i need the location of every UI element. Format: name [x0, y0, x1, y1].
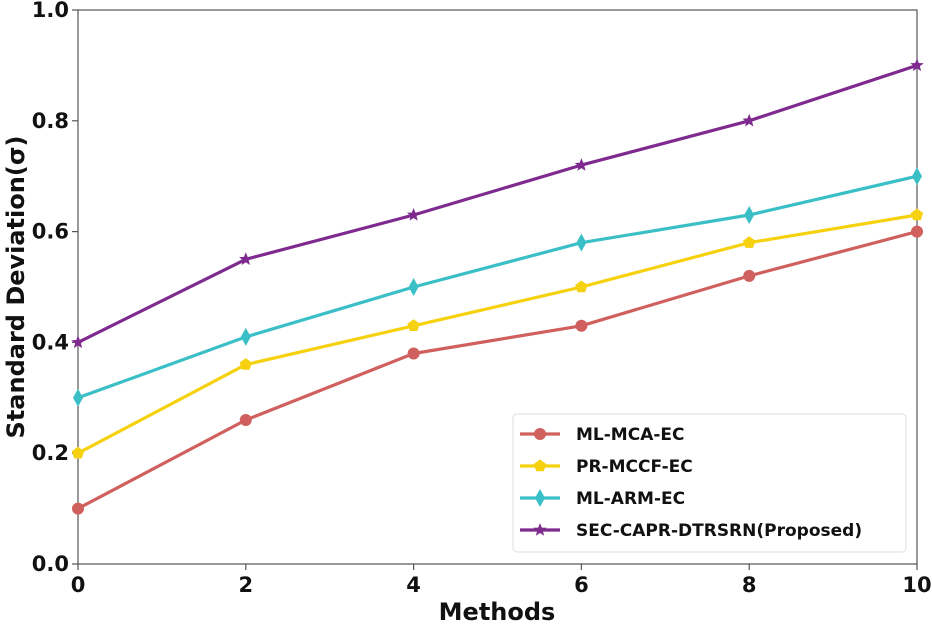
- data-point: [912, 167, 922, 186]
- series-line: [77, 63, 918, 344]
- series-sec-capr-dtrsrn-proposed-: [71, 58, 924, 349]
- data-point: [239, 252, 253, 265]
- legend-label: ML-MCA-EC: [576, 425, 685, 445]
- legend-label: SEC-CAPR-DTRSRN(Proposed): [576, 521, 862, 541]
- legend-item: ML-MCA-EC: [520, 425, 685, 445]
- legend-marker: [533, 523, 547, 536]
- data-point: [574, 158, 589, 171]
- data-point: [239, 358, 252, 370]
- x-tick-label: 2: [238, 573, 253, 597]
- y-axis-label: Standard Deviation(σ): [2, 136, 30, 439]
- data-point: [743, 236, 756, 248]
- legend-marker: [534, 428, 546, 440]
- data-point: [71, 335, 85, 349]
- data-point: [72, 502, 84, 515]
- legend-item: PR-MCCF-EC: [520, 457, 693, 477]
- y-axis: 0.0 0.2 0.4 0.6 0.8 1.0: [32, 0, 78, 576]
- data-point: [71, 446, 85, 459]
- x-axis: 0 2 4 6 8 10: [71, 564, 932, 597]
- y-tick-label: 0.2: [32, 441, 69, 465]
- data-point: [406, 208, 421, 221]
- y-tick-label: 0.4: [32, 330, 69, 354]
- x-tick-label: 10: [902, 573, 931, 597]
- data-point: [407, 347, 420, 360]
- x-tick-label: 0: [71, 573, 86, 597]
- x-tick-label: 6: [574, 573, 589, 597]
- data-point: [239, 413, 252, 426]
- legend-item: ML-ARM-EC: [520, 489, 685, 509]
- y-tick-label: 1.0: [32, 0, 69, 22]
- data-point: [575, 280, 588, 293]
- y-tick-label: 0.0: [32, 552, 69, 576]
- data-point: [576, 233, 587, 252]
- data-point: [743, 269, 756, 282]
- data-point: [575, 319, 588, 332]
- x-tick-label: 8: [742, 573, 757, 597]
- series-line: [77, 174, 918, 400]
- series-ml-mca-ec: [72, 225, 923, 515]
- data-point: [910, 208, 924, 221]
- legend-box: [512, 413, 907, 553]
- series-group: [71, 58, 924, 515]
- legend-item: SEC-CAPR-DTRSRN(Proposed): [520, 521, 862, 541]
- legend: ML-MCA-EC PR-MCCF-EC ML-ARM-EC SEC-CAPR-DTR…: [512, 413, 907, 553]
- series-ml-arm-ec: [73, 167, 922, 407]
- series-line: [77, 213, 918, 455]
- data-point: [73, 388, 83, 407]
- series-line: [77, 230, 918, 511]
- data-point: [744, 205, 755, 224]
- data-point: [407, 319, 420, 331]
- legend-marker: [533, 459, 547, 472]
- x-axis-label: Methods: [439, 598, 556, 626]
- data-point: [742, 113, 756, 127]
- legend-label: ML-ARM-EC: [576, 489, 685, 509]
- series-pr-mccf-ec: [71, 208, 924, 459]
- x-tick-label: 4: [406, 573, 421, 597]
- data-point: [911, 225, 923, 238]
- data-point: [910, 58, 924, 72]
- data-point: [408, 278, 419, 296]
- legend-label: PR-MCCF-EC: [576, 457, 693, 477]
- y-tick-label: 0.8: [32, 109, 69, 133]
- data-point: [240, 327, 251, 346]
- legend-marker: [535, 489, 545, 507]
- y-tick-label: 0.6: [32, 220, 69, 244]
